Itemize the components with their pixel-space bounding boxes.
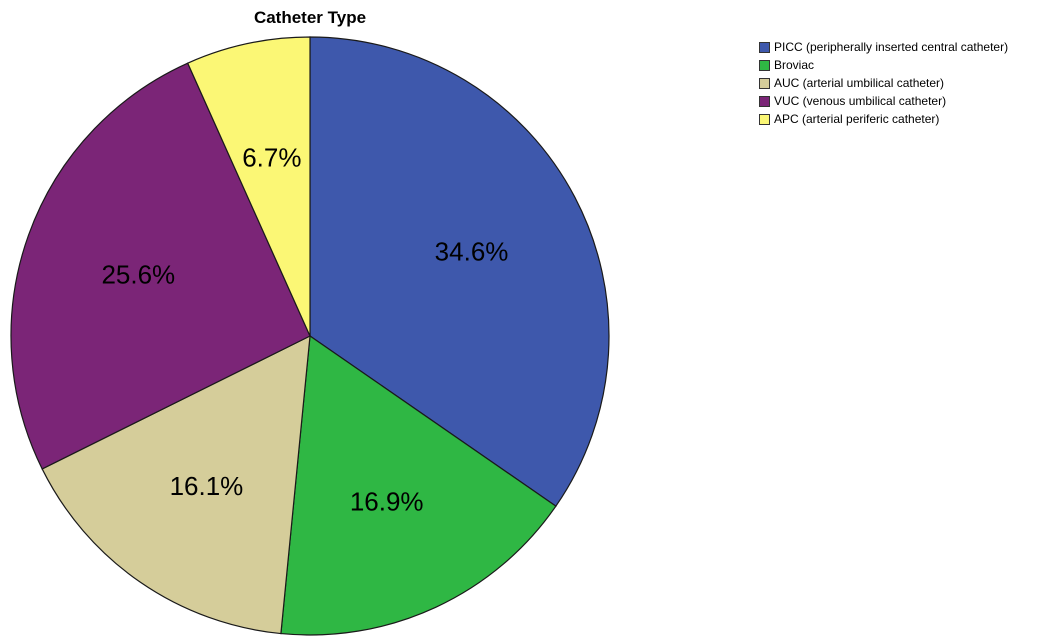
legend-item-1: Broviac (759, 56, 1008, 74)
pie-slice-2 (41, 334, 311, 635)
pie-slice-label-0: 34.6% (435, 236, 509, 266)
pie-slice-labels: 34.6% 16.9% 16.1% 25.6% 6.7% (101, 143, 508, 517)
pie-slice-4 (186, 36, 311, 337)
legend-item-0: PICC (peripherally inserted central cath… (759, 38, 1008, 56)
legend-label-4: APC (arterial periferic catheter) (774, 112, 940, 126)
legend-swatch-3 (759, 95, 770, 107)
legend-label-3: VUC (venous umbilical catheter) (774, 94, 947, 108)
pie-slice-0 (309, 36, 610, 507)
pie-slice-label-1: 16.9% (350, 486, 424, 516)
legend-swatch-4 (759, 113, 770, 125)
legend-label-0: PICC (peripherally inserted central cath… (774, 40, 1009, 54)
legend-item-2: AUC (arterial umbilical catheter) (759, 74, 1008, 92)
legend-label-1: Broviac (774, 58, 815, 72)
pie-slice-1 (280, 334, 557, 636)
legend-swatch-1 (759, 59, 770, 71)
legend: PICC (peripherally inserted central cath… (759, 38, 1008, 128)
pie-slice-label-3: 25.6% (101, 259, 175, 289)
legend-swatch-0 (759, 41, 770, 53)
pie-slice-3 (10, 62, 311, 470)
pie-slice-label-2: 16.1% (170, 471, 244, 501)
legend-item-4: APC (arterial periferic catheter) (759, 110, 1008, 128)
legend-swatch-2 (759, 77, 770, 89)
legend-label-2: AUC (arterial umbilical catheter) (774, 76, 945, 90)
pie-slice-label-4: 6.7% (242, 143, 301, 173)
legend-item-3: VUC (venous umbilical catheter) (759, 92, 1008, 110)
pie-slices (10, 36, 610, 636)
chart-title: Catheter Type (253, 8, 367, 27)
